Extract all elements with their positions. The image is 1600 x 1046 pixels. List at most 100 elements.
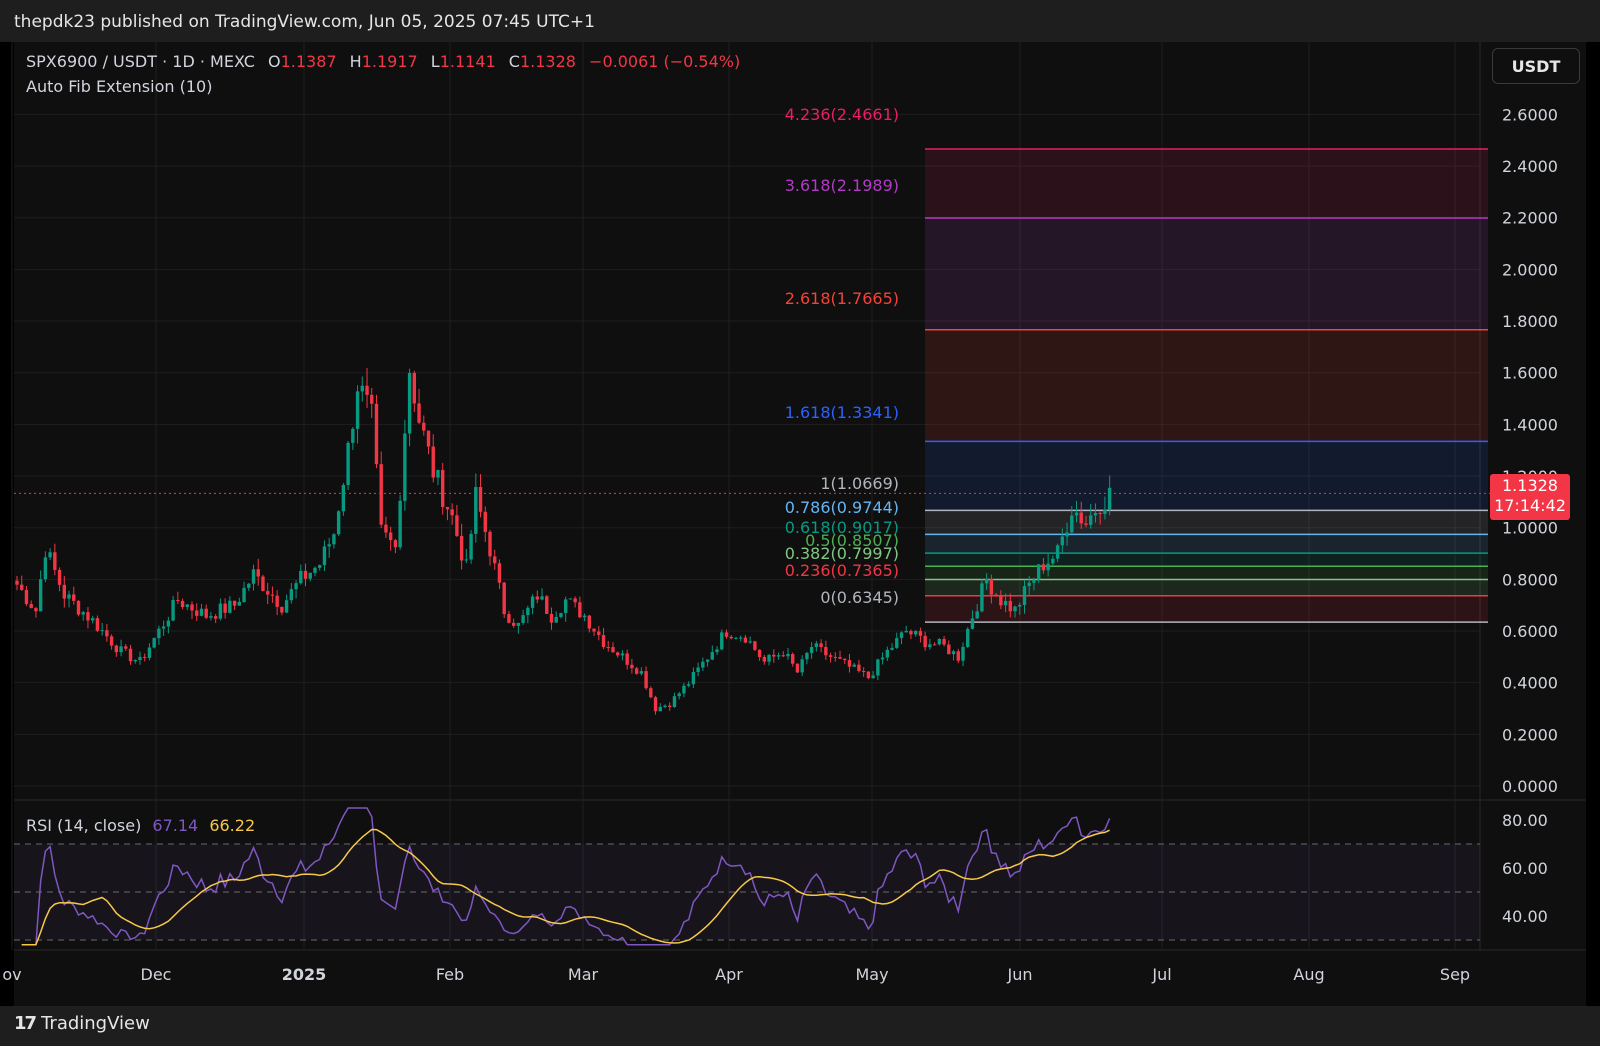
candle-body (223, 603, 227, 613)
candle-body (166, 620, 171, 627)
candle-body (209, 616, 213, 618)
candle-body (374, 403, 379, 465)
time-axis: ov Dec 2025 Feb Mar Apr May Jun Jul Aug Sep (2, 965, 1470, 984)
open-label: O (268, 52, 281, 71)
candle-body (1093, 512, 1098, 516)
candle-body (705, 659, 710, 662)
candle-body (795, 663, 800, 673)
candle-body (563, 599, 568, 613)
candle-body (672, 696, 677, 708)
candle-body (280, 606, 284, 613)
candle-body (1027, 582, 1031, 587)
candle-body (24, 589, 29, 604)
candle-body (1041, 564, 1046, 571)
candle-body (814, 643, 819, 648)
candle-body (351, 428, 355, 443)
candle-body (668, 705, 672, 708)
candle-body (748, 641, 752, 643)
candle-body (809, 647, 814, 654)
candle-body (885, 649, 890, 658)
candle-body (568, 598, 573, 600)
candle-body (1074, 512, 1079, 516)
indicator-legend[interactable]: Auto Fib Extension (10) (26, 77, 213, 96)
candle-body (776, 655, 781, 657)
price-tick-label: 1.4000 (1502, 415, 1558, 434)
candle-body (422, 422, 426, 431)
currency-button[interactable]: USDT (1492, 48, 1580, 84)
fib-zone (925, 579, 1488, 596)
candle-body (507, 614, 511, 623)
candle-body (445, 507, 450, 510)
rsi-ma-line (21, 828, 1110, 946)
fib-level-label: 1(1.0669) (820, 474, 899, 493)
time-tick-label: Apr (715, 965, 743, 984)
candle-body (644, 671, 648, 689)
high-label: H (349, 52, 362, 71)
fib-level-label: 1.618(1.3341) (785, 403, 899, 422)
candle-body (313, 567, 317, 573)
candle-body (341, 485, 346, 512)
candle-body (436, 470, 440, 478)
candle-body (43, 557, 48, 580)
candle-body (379, 464, 383, 525)
candle-body (62, 584, 66, 599)
candle-body (966, 628, 970, 647)
fib-level-label: 2.618(1.7665) (785, 289, 899, 308)
candle-body (530, 596, 535, 608)
candle-body (592, 628, 596, 632)
candle-body (899, 632, 904, 639)
candle-body (393, 540, 398, 548)
candle-body (852, 664, 856, 667)
fib-level-label: 0.382(0.7997) (785, 544, 899, 563)
candle-body (843, 658, 847, 661)
candle-body (48, 552, 52, 558)
candle-body (540, 596, 544, 600)
candle-body (299, 570, 303, 584)
candle-body (289, 589, 294, 601)
tradingview-brand: TradingView (41, 1013, 150, 1034)
candle-body (147, 647, 152, 658)
candle-body (942, 639, 946, 645)
candle-body (682, 685, 686, 694)
fib-zone (925, 553, 1488, 567)
symbol-legend[interactable]: SPX6900 / USDT · 1D · MEXC O1.1387 H1.19… (26, 52, 740, 71)
tradingview-logo[interactable]: 17 TradingView (14, 1013, 150, 1034)
candle-body (871, 675, 875, 679)
candle-body (95, 618, 100, 631)
candle-body (838, 657, 842, 659)
candle-body (956, 651, 960, 661)
rsi-pane: 80.00 60.00 40.00 (14, 807, 1548, 946)
fib-zone (925, 149, 1488, 219)
candle-body (455, 515, 459, 536)
candle-body (762, 657, 767, 662)
candle-body (1032, 579, 1036, 583)
chart-frame[interactable] (14, 42, 1586, 1006)
candle-body (284, 600, 289, 613)
candle-body (176, 599, 180, 601)
candle-body (322, 546, 327, 566)
candle-body (228, 600, 232, 613)
candle-body (336, 511, 341, 535)
candle-body (611, 647, 615, 653)
candle-body (1084, 523, 1088, 525)
candle-body (895, 638, 899, 648)
candle-body (441, 470, 445, 508)
candle-body (625, 653, 629, 665)
candle-body (984, 579, 989, 584)
candle-body (1022, 586, 1027, 605)
fib-level-label: 0.618(0.9017) (785, 518, 899, 537)
price-tick-label: 2.6000 (1502, 105, 1558, 124)
candle-body (738, 637, 743, 639)
candle-body (653, 697, 658, 712)
rsi-ma-value: 66.22 (209, 816, 256, 835)
candle-body (152, 638, 156, 648)
fib-zone (925, 510, 1488, 535)
candle-body (308, 572, 312, 579)
symbol-name[interactable]: SPX6900 / USDT · 1D · MEXC (26, 52, 255, 71)
candle-body (582, 615, 587, 618)
candle-body (824, 647, 828, 656)
rsi-line (21, 807, 1111, 946)
rsi-legend[interactable]: RSI (14, close) 67.14 66.22 (26, 816, 255, 835)
candle-body (549, 613, 554, 623)
